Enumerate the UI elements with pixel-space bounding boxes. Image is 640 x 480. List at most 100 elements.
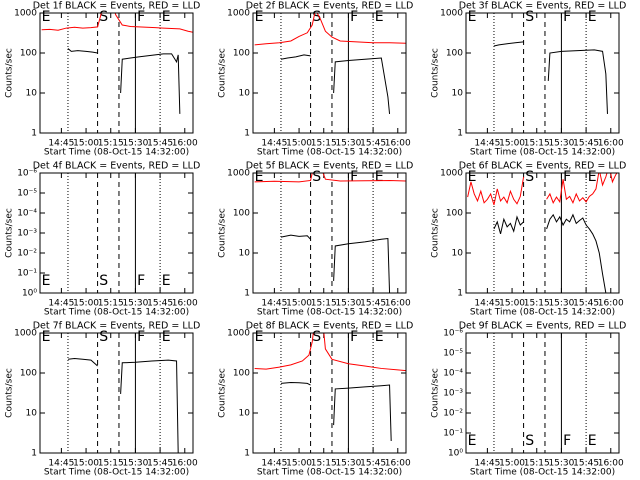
y-tick-label: 1 xyxy=(31,449,37,459)
event-letter: S xyxy=(525,433,534,449)
x-tick-label: 16:00 xyxy=(598,299,624,309)
x-axis-label: Start Time (08-Oct-15 14:32:00) xyxy=(470,468,615,478)
y-tick-label: 10 xyxy=(26,89,38,99)
event-letter: E xyxy=(588,433,597,449)
y-tick-label: 10⁻⁵ xyxy=(17,189,37,199)
y-tick-label: 1000 xyxy=(227,329,250,339)
y-tick-label: 1 xyxy=(31,129,37,139)
x-tick-label: 15:15 xyxy=(524,139,550,149)
x-tick-label: 16:00 xyxy=(172,299,198,309)
y-axis-label: Counts/sec xyxy=(5,368,15,418)
x-tick-label: 14:45 xyxy=(261,459,287,469)
chart-title: Det 8f BLACK = Events, RED = LLD xyxy=(246,321,414,332)
event-letter: E xyxy=(468,433,477,449)
y-tick-label: 10⁻¹ xyxy=(443,429,463,439)
x-tick-label: 14:45 xyxy=(261,299,287,309)
event-letter: S xyxy=(99,9,108,25)
x-tick-label: 16:00 xyxy=(598,139,624,149)
panel: Det 1f BLACK = Events, RED = LLD Counts/s… xyxy=(5,1,201,158)
x-tick-label: 16:00 xyxy=(385,299,411,309)
x-axis-label: Start Time (08-Oct-15 14:32:00) xyxy=(257,148,402,158)
y-tick-label: 1 xyxy=(244,129,250,139)
plot-frame xyxy=(39,172,194,294)
event-letter: E xyxy=(375,329,384,345)
x-tick-label: 15:45 xyxy=(573,459,599,469)
y-tick-label: 10⁻² xyxy=(17,249,37,259)
plot-frame xyxy=(252,332,407,454)
y-tick-label: 1000 xyxy=(227,9,250,19)
x-tick-label: 15:15 xyxy=(98,459,124,469)
event-letter: F xyxy=(137,329,145,345)
event-letter: E xyxy=(162,9,171,25)
event-letter: E xyxy=(468,9,477,25)
y-tick-label: 1 xyxy=(244,289,250,299)
x-axis-label: Start Time (08-Oct-15 14:32:00) xyxy=(470,148,615,158)
series-line xyxy=(280,54,391,114)
chart-title: Det 4f BLACK = Events, RED = LLD xyxy=(33,161,201,172)
y-tick-label: 10 xyxy=(452,249,464,259)
x-tick-label: 14:45 xyxy=(474,139,500,149)
x-tick-label: 15:30 xyxy=(335,459,361,469)
event-letter: S xyxy=(525,169,534,185)
event-letter: E xyxy=(255,329,264,345)
event-letter: E xyxy=(588,169,597,185)
x-tick-label: 15:45 xyxy=(360,139,386,149)
series-line xyxy=(41,13,193,33)
x-tick-label: 15:30 xyxy=(122,299,148,309)
event-letter: S xyxy=(312,329,321,345)
y-tick-label: 100 xyxy=(446,49,463,59)
y-tick-label: 10⁻⁴ xyxy=(443,369,463,379)
x-tick-label: 15:15 xyxy=(524,459,550,469)
panel: Det 5f BLACK = Events, RED = LLD Counts/s… xyxy=(218,161,414,318)
x-tick-label: 15:00 xyxy=(286,459,312,469)
event-letter: F xyxy=(137,273,145,289)
x-tick-label: 15:30 xyxy=(548,139,574,149)
x-axis-label: Start Time (08-Oct-15 14:32:00) xyxy=(44,148,189,158)
x-tick-label: 15:30 xyxy=(122,459,148,469)
x-tick-label: 15:45 xyxy=(573,139,599,149)
event-letter: E xyxy=(588,9,597,25)
panel: Det 7f BLACK = Events, RED = LLD Counts/s… xyxy=(5,321,201,478)
event-letter: E xyxy=(162,273,171,289)
x-tick-label: 14:45 xyxy=(474,299,500,309)
series-line xyxy=(280,381,392,441)
x-tick-label: 15:15 xyxy=(524,299,550,309)
series-line xyxy=(280,234,391,293)
x-axis-label: Start Time (08-Oct-15 14:32:00) xyxy=(470,308,615,318)
plot-frame xyxy=(39,332,194,454)
x-axis-label: Start Time (08-Oct-15 14:32:00) xyxy=(44,308,189,318)
chart-title: Det 7f BLACK = Events, RED = LLD xyxy=(33,321,201,332)
y-tick-label: 10 xyxy=(452,89,464,99)
y-tick-label: 10⁻⁶ xyxy=(443,329,463,339)
x-tick-label: 15:30 xyxy=(122,139,148,149)
y-axis-label: Counts/sec xyxy=(5,48,15,98)
chart-title: Det 2f BLACK = Events, RED = LLD xyxy=(246,1,414,12)
y-axis-label: Counts/sec xyxy=(218,368,228,418)
x-tick-label: 15:00 xyxy=(73,299,99,309)
plot-frame xyxy=(252,12,407,134)
panel: Det 2f BLACK = Events, RED = LLD Counts/s… xyxy=(218,1,414,158)
y-axis-label: Counts/sec xyxy=(431,48,441,98)
event-letter: E xyxy=(42,273,51,289)
y-tick-label: 10⁻⁶ xyxy=(17,169,37,179)
chart-title: Det 3f BLACK = Events, RED = LLD xyxy=(459,1,627,12)
event-letter: F xyxy=(350,329,358,345)
y-tick-label: 1 xyxy=(244,449,250,459)
x-axis-label: Start Time (08-Oct-15 14:32:00) xyxy=(257,308,402,318)
x-tick-label: 15:00 xyxy=(499,459,525,469)
x-tick-label: 16:00 xyxy=(172,459,198,469)
y-tick-label: 1000 xyxy=(440,169,463,179)
x-tick-label: 15:00 xyxy=(286,139,312,149)
panel: Det 6f BLACK = Events, RED = LLD Counts/s… xyxy=(431,161,627,318)
event-letter: F xyxy=(350,169,358,185)
y-tick-label: 10⁻⁵ xyxy=(443,349,463,359)
y-tick-label: 10⁻³ xyxy=(443,389,463,399)
event-letter: E xyxy=(255,169,264,185)
y-tick-label: 1000 xyxy=(14,329,37,339)
x-tick-label: 15:15 xyxy=(98,139,124,149)
chart-title: Det 5f BLACK = Events, RED = LLD xyxy=(246,161,414,172)
y-tick-label: 10⁰ xyxy=(22,289,37,299)
panel: Det 4f BLACK = Events, RED = LLD Counts/s… xyxy=(5,161,201,318)
x-tick-label: 15:45 xyxy=(147,139,173,149)
